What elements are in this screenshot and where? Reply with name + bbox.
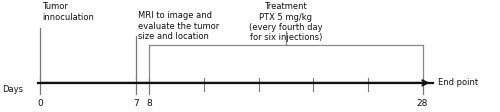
Text: Days: Days xyxy=(2,85,24,94)
Text: 28: 28 xyxy=(417,99,428,108)
Text: Tumor
innoculation: Tumor innoculation xyxy=(42,2,94,22)
Text: MRI to image and
evaluate the tumor
size and location: MRI to image and evaluate the tumor size… xyxy=(138,11,220,41)
Text: 0: 0 xyxy=(37,99,43,108)
Text: Treatment
PTX 5 mg/kg
(every fourth day
for six injections): Treatment PTX 5 mg/kg (every fourth day … xyxy=(249,2,322,42)
Text: End point: End point xyxy=(438,78,478,87)
Text: 7: 7 xyxy=(133,99,138,108)
Text: 8: 8 xyxy=(146,99,152,108)
